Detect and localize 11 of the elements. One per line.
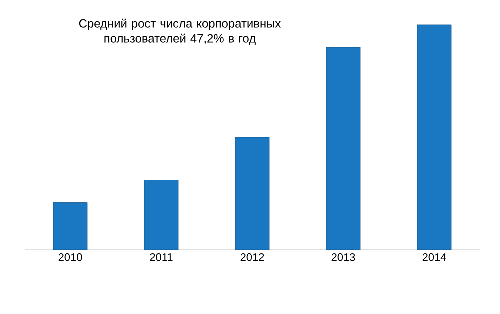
bar <box>144 180 179 250</box>
x-tick-label: 2010 <box>58 254 82 262</box>
x-tick-label: 2014 <box>422 254 446 262</box>
x-tick-label: 2011 <box>150 254 173 262</box>
bar <box>235 137 270 250</box>
bar <box>53 202 88 250</box>
x-tick-label: 2012 <box>240 254 264 262</box>
x-tick-label: 2013 <box>332 254 356 262</box>
bar <box>417 24 452 250</box>
bar <box>326 47 361 250</box>
chart-title: Средний рост числа корпоративных пользователей 47,2% в год <box>79 18 282 46</box>
